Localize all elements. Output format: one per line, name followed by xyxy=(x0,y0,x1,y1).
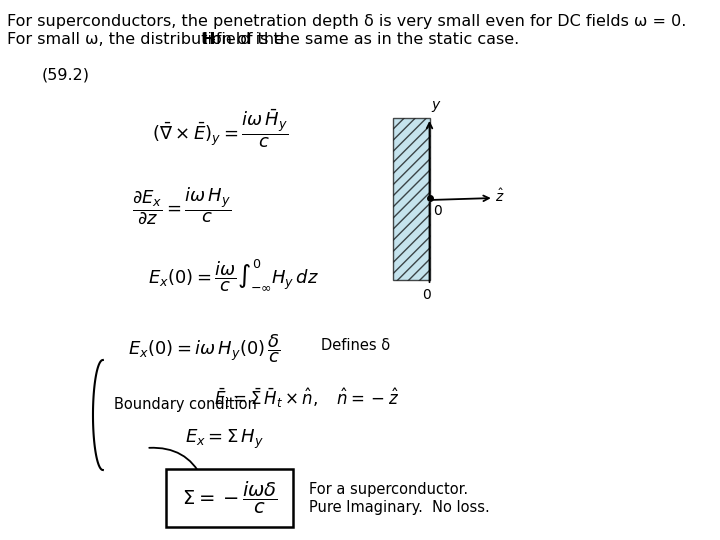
Text: Pure Imaginary.  No loss.: Pure Imaginary. No loss. xyxy=(309,500,490,515)
FancyBboxPatch shape xyxy=(166,469,293,527)
Text: For small ω, the distribution of the: For small ω, the distribution of the xyxy=(6,32,289,47)
Text: $\hat{z}$: $\hat{z}$ xyxy=(495,187,505,205)
Text: 0: 0 xyxy=(422,288,431,302)
Text: Defines δ: Defines δ xyxy=(321,338,390,353)
Text: For superconductors, the penetration depth δ is very small even for DC fields ω : For superconductors, the penetration dep… xyxy=(6,14,686,29)
Text: $E_x(0) = i\omega\, H_y(0)\,\dfrac{\delta}{c}$: $E_x(0) = i\omega\, H_y(0)\,\dfrac{\delt… xyxy=(127,332,280,365)
Text: Boundary condition: Boundary condition xyxy=(114,397,256,413)
Text: $\dfrac{\partial E_x}{\partial z} = \dfrac{i\omega\, H_y}{c}$: $\dfrac{\partial E_x}{\partial z} = \dfr… xyxy=(132,185,231,226)
Text: H: H xyxy=(202,32,215,47)
Text: y: y xyxy=(431,98,439,112)
Text: $E_x(0) = \dfrac{i\omega}{c}\int_{-\infty}^{0} H_y\, dz$: $E_x(0) = \dfrac{i\omega}{c}\int_{-\inft… xyxy=(148,258,319,293)
Text: $\left(\bar{\nabla}\times\bar{E}\right)_y = \dfrac{i\omega\,\bar{H}_y}{c}$: $\left(\bar{\nabla}\times\bar{E}\right)_… xyxy=(152,108,289,150)
Text: $\bar{E}_t = \bar{\Sigma}\,\bar{H}_t \times \hat{n},\quad \hat{n} = -\hat{z}$: $\bar{E}_t = \bar{\Sigma}\,\bar{H}_t \ti… xyxy=(214,386,399,410)
Text: $\Sigma = -\dfrac{i\omega\delta}{c}$: $\Sigma = -\dfrac{i\omega\delta}{c}$ xyxy=(181,480,277,516)
Text: -field is the same as in the static case.: -field is the same as in the static case… xyxy=(210,32,519,47)
Text: For a superconductor.: For a superconductor. xyxy=(309,482,468,497)
Polygon shape xyxy=(393,118,430,280)
Text: $E_x = \Sigma\, H_y$: $E_x = \Sigma\, H_y$ xyxy=(185,428,264,451)
Text: (59.2): (59.2) xyxy=(41,68,89,83)
Text: 0: 0 xyxy=(433,204,442,218)
